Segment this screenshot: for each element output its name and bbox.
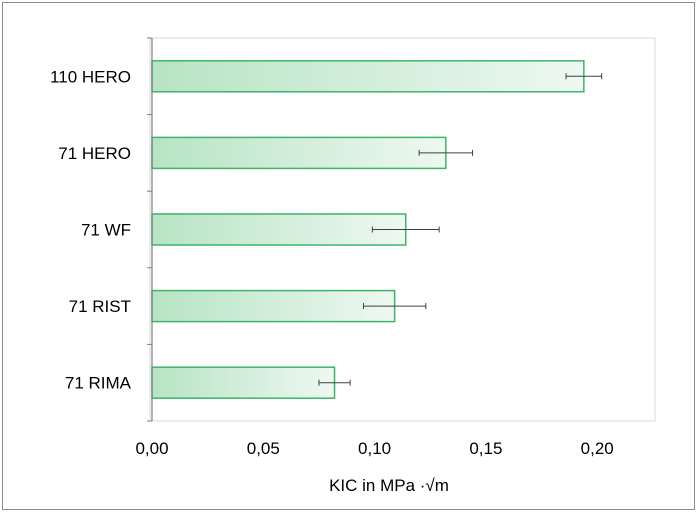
bar-chart: 110 HERO 71 HERO 71 WF 71 RIST 71 RIMA 0,00 0… <box>50 37 656 495</box>
bar-71-hero <box>151 136 447 170</box>
x-tick-label: 0,15 <box>469 439 502 458</box>
bar-110-hero <box>151 60 585 93</box>
x-axis-title: KIC in MPa ·√m <box>329 476 449 495</box>
category-label: 71 RIMA <box>65 374 132 393</box>
x-tick-label: 0,00 <box>135 439 168 458</box>
bar-71-wf <box>151 213 407 246</box>
category-label: 71 HERO <box>58 144 131 163</box>
x-tick-label: 0,20 <box>581 439 614 458</box>
x-tick-label: 0,10 <box>358 439 391 458</box>
category-label: 71 RIST <box>69 297 131 316</box>
x-tick-label: 0,05 <box>247 439 280 458</box>
category-label: 110 HERO <box>50 67 131 86</box>
category-label: 71 WF <box>81 221 131 240</box>
bar-71-rima <box>151 366 336 399</box>
plot-area-border <box>149 37 656 422</box>
bar-71-rist <box>151 289 396 323</box>
